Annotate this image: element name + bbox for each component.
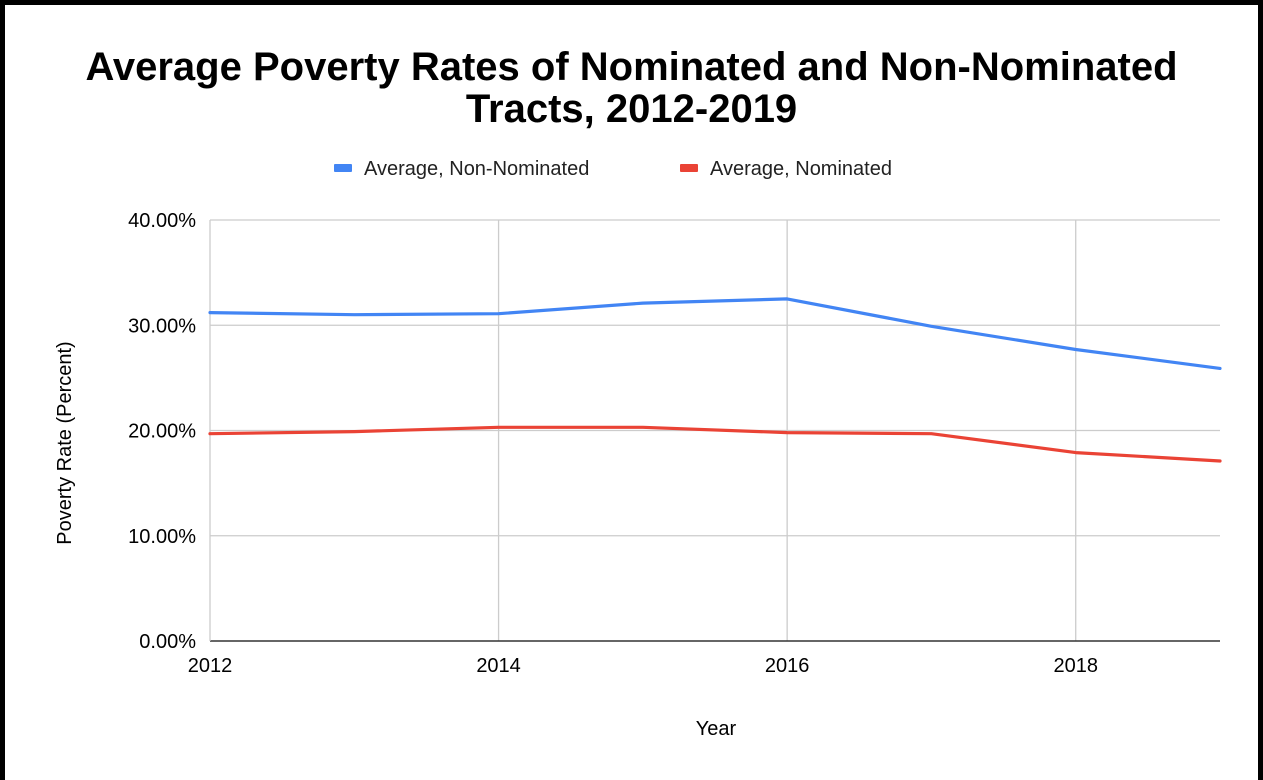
x-tick-label: 2016 [765, 655, 810, 677]
legend-swatch [680, 164, 698, 172]
y-tick-label: 40.00% [128, 210, 196, 232]
chart-title: Average Poverty Rates of Nominated and N… [0, 46, 1263, 130]
legend-label: Average, Nominated [710, 158, 892, 180]
y-axis-label: Poverty Rate (Percent) [54, 341, 76, 544]
series-line-average-nominated [208, 425, 1222, 463]
y-tick-label: 10.00% [128, 526, 196, 548]
legend-label: Average, Non-Nominated [364, 158, 589, 180]
chart-title-line-2: Tracts, 2012-2019 [465, 87, 798, 131]
x-tick-label: 2018 [1053, 655, 1098, 677]
tick-labels: 0.00% 10.00% 20.00% 30.00% 40.00% 2012 2014 201… [128, 210, 1098, 677]
chart-title-line-1: Average Poverty Rates of Nominated and N… [85, 45, 1178, 89]
series-lines [208, 297, 1222, 463]
legend-swatch [334, 164, 352, 172]
y-tick-label: 30.00% [128, 315, 196, 337]
x-axis-label: Year [696, 718, 737, 740]
legend: Average, Non-Nominated Average, Nominated [334, 158, 892, 180]
x-tick-label: 2012 [188, 655, 233, 677]
series-line-average-non-nominated [208, 297, 1222, 370]
y-tick-label: 20.00% [128, 421, 196, 443]
x-tick-label: 2014 [476, 655, 521, 677]
y-tick-label: 0.00% [139, 631, 196, 653]
